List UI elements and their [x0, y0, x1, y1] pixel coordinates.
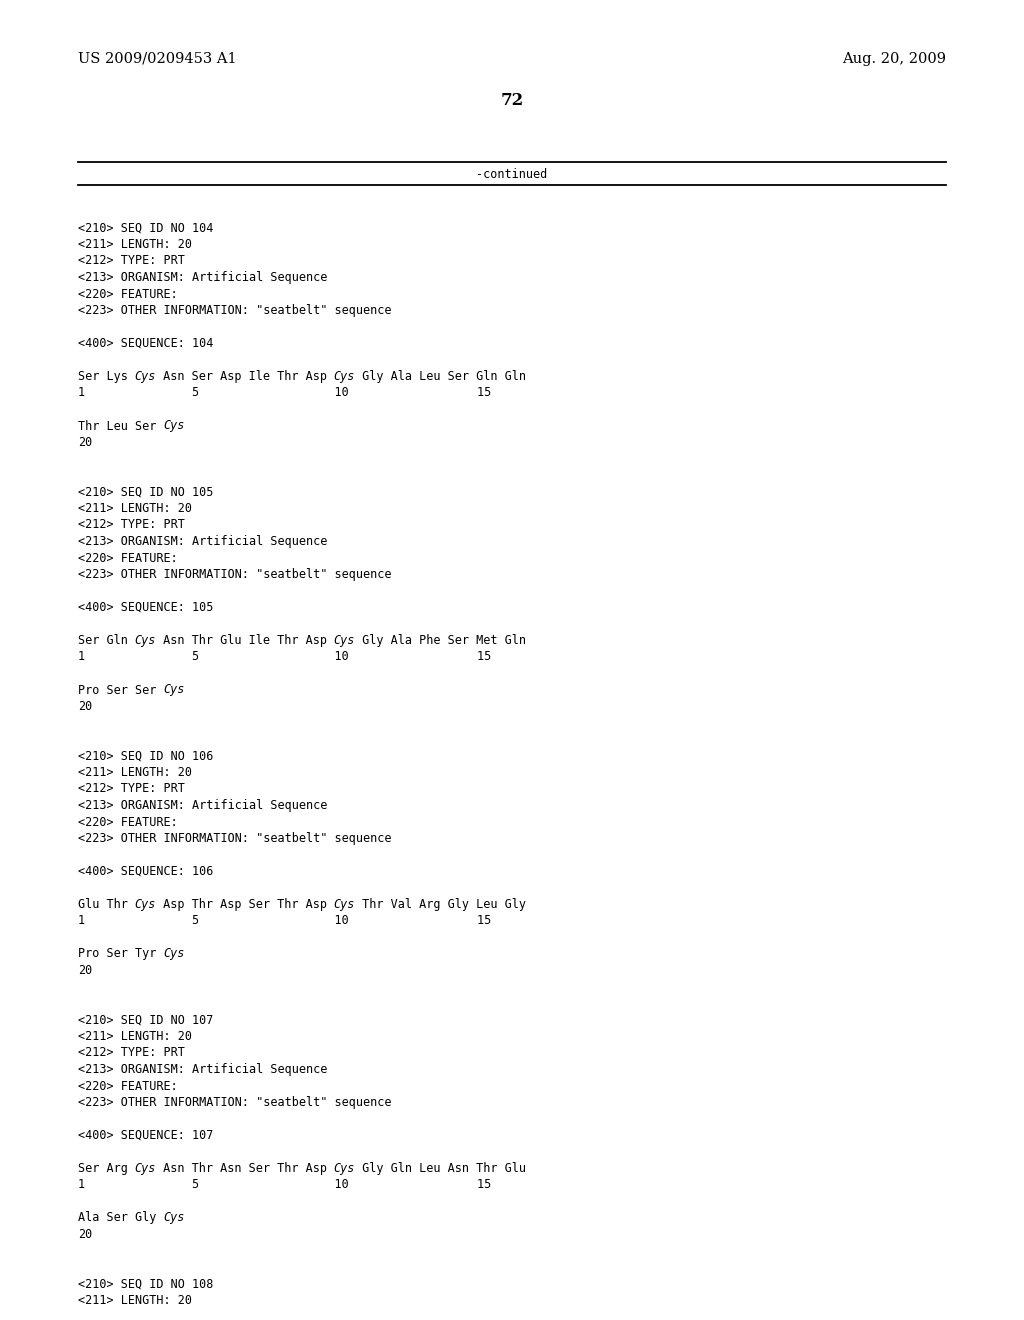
Text: Ala Ser Gly: Ala Ser Gly [78, 1212, 164, 1225]
Text: -continued: -continued [476, 168, 548, 181]
Text: <220> FEATURE:: <220> FEATURE: [78, 288, 178, 301]
Text: <400> SEQUENCE: 105: <400> SEQUENCE: 105 [78, 601, 213, 614]
Text: <210> SEQ ID NO 108: <210> SEQ ID NO 108 [78, 1278, 213, 1291]
Text: <400> SEQUENCE: 107: <400> SEQUENCE: 107 [78, 1129, 213, 1142]
Text: 20: 20 [78, 700, 92, 713]
Text: <220> FEATURE:: <220> FEATURE: [78, 1080, 178, 1093]
Text: Thr Leu Ser: Thr Leu Ser [78, 420, 164, 433]
Text: <210> SEQ ID NO 107: <210> SEQ ID NO 107 [78, 1014, 213, 1027]
Text: Asn Ser Asp Ile Thr Asp: Asn Ser Asp Ile Thr Asp [156, 370, 334, 383]
Text: <220> FEATURE:: <220> FEATURE: [78, 816, 178, 829]
Text: Ser Gln: Ser Gln [78, 634, 135, 647]
Text: <212> TYPE: PRT: <212> TYPE: PRT [78, 783, 185, 796]
Text: Asp Thr Asp Ser Thr Asp: Asp Thr Asp Ser Thr Asp [156, 898, 334, 911]
Text: Thr Val Arg Gly Leu Gly: Thr Val Arg Gly Leu Gly [354, 898, 525, 911]
Text: Asn Thr Asn Ser Thr Asp: Asn Thr Asn Ser Thr Asp [156, 1162, 334, 1175]
Text: Cys: Cys [135, 898, 156, 911]
Text: Gly Gln Leu Asn Thr Glu: Gly Gln Leu Asn Thr Glu [354, 1162, 525, 1175]
Text: Glu Thr: Glu Thr [78, 898, 135, 911]
Text: Aug. 20, 2009: Aug. 20, 2009 [842, 51, 946, 66]
Text: <400> SEQUENCE: 104: <400> SEQUENCE: 104 [78, 337, 213, 350]
Text: <212> TYPE: PRT: <212> TYPE: PRT [78, 1047, 185, 1060]
Text: <223> OTHER INFORMATION: "seatbelt" sequence: <223> OTHER INFORMATION: "seatbelt" sequ… [78, 304, 391, 317]
Text: Cys: Cys [163, 684, 184, 697]
Text: <212> TYPE: PRT: <212> TYPE: PRT [78, 255, 185, 268]
Text: Ser Lys: Ser Lys [78, 370, 135, 383]
Text: Asn Thr Glu Ile Thr Asp: Asn Thr Glu Ile Thr Asp [156, 634, 334, 647]
Text: 20: 20 [78, 1228, 92, 1241]
Text: Cys: Cys [163, 420, 184, 433]
Text: Gly Ala Phe Ser Met Gln: Gly Ala Phe Ser Met Gln [354, 634, 525, 647]
Text: 1               5                   10                  15: 1 5 10 15 [78, 1179, 492, 1192]
Text: <223> OTHER INFORMATION: "seatbelt" sequence: <223> OTHER INFORMATION: "seatbelt" sequ… [78, 568, 391, 581]
Text: <220> FEATURE:: <220> FEATURE: [78, 552, 178, 565]
Text: Cys: Cys [334, 1162, 354, 1175]
Text: Gly Ala Leu Ser Gln Gln: Gly Ala Leu Ser Gln Gln [354, 370, 525, 383]
Text: Cys: Cys [163, 1212, 184, 1225]
Text: Cys: Cys [334, 634, 354, 647]
Text: <223> OTHER INFORMATION: "seatbelt" sequence: <223> OTHER INFORMATION: "seatbelt" sequ… [78, 1096, 391, 1109]
Text: 1               5                   10                  15: 1 5 10 15 [78, 915, 492, 928]
Text: Cys: Cys [334, 370, 354, 383]
Text: Pro Ser Tyr: Pro Ser Tyr [78, 948, 164, 961]
Text: 20: 20 [78, 964, 92, 977]
Text: <211> LENGTH: 20: <211> LENGTH: 20 [78, 1030, 193, 1043]
Text: Cys: Cys [135, 634, 156, 647]
Text: 72: 72 [501, 92, 523, 110]
Text: Cys: Cys [163, 948, 184, 961]
Text: <223> OTHER INFORMATION: "seatbelt" sequence: <223> OTHER INFORMATION: "seatbelt" sequ… [78, 832, 391, 845]
Text: Cys: Cys [135, 370, 156, 383]
Text: Cys: Cys [135, 1162, 156, 1175]
Text: <213> ORGANISM: Artificial Sequence: <213> ORGANISM: Artificial Sequence [78, 799, 328, 812]
Text: <211> LENGTH: 20: <211> LENGTH: 20 [78, 238, 193, 251]
Text: 20: 20 [78, 436, 92, 449]
Text: 1               5                   10                  15: 1 5 10 15 [78, 651, 492, 664]
Text: <213> ORGANISM: Artificial Sequence: <213> ORGANISM: Artificial Sequence [78, 271, 328, 284]
Text: <210> SEQ ID NO 104: <210> SEQ ID NO 104 [78, 222, 213, 235]
Text: <400> SEQUENCE: 106: <400> SEQUENCE: 106 [78, 865, 213, 878]
Text: <210> SEQ ID NO 105: <210> SEQ ID NO 105 [78, 486, 213, 499]
Text: <213> ORGANISM: Artificial Sequence: <213> ORGANISM: Artificial Sequence [78, 1063, 328, 1076]
Text: <211> LENGTH: 20: <211> LENGTH: 20 [78, 1294, 193, 1307]
Text: <213> ORGANISM: Artificial Sequence: <213> ORGANISM: Artificial Sequence [78, 535, 328, 548]
Text: Ser Arg: Ser Arg [78, 1162, 135, 1175]
Text: <211> LENGTH: 20: <211> LENGTH: 20 [78, 766, 193, 779]
Text: 1               5                   10                  15: 1 5 10 15 [78, 387, 492, 400]
Text: <210> SEQ ID NO 106: <210> SEQ ID NO 106 [78, 750, 213, 763]
Text: Cys: Cys [334, 898, 354, 911]
Text: <212> TYPE: PRT: <212> TYPE: PRT [78, 519, 185, 532]
Text: US 2009/0209453 A1: US 2009/0209453 A1 [78, 51, 237, 66]
Text: <211> LENGTH: 20: <211> LENGTH: 20 [78, 502, 193, 515]
Text: Pro Ser Ser: Pro Ser Ser [78, 684, 164, 697]
